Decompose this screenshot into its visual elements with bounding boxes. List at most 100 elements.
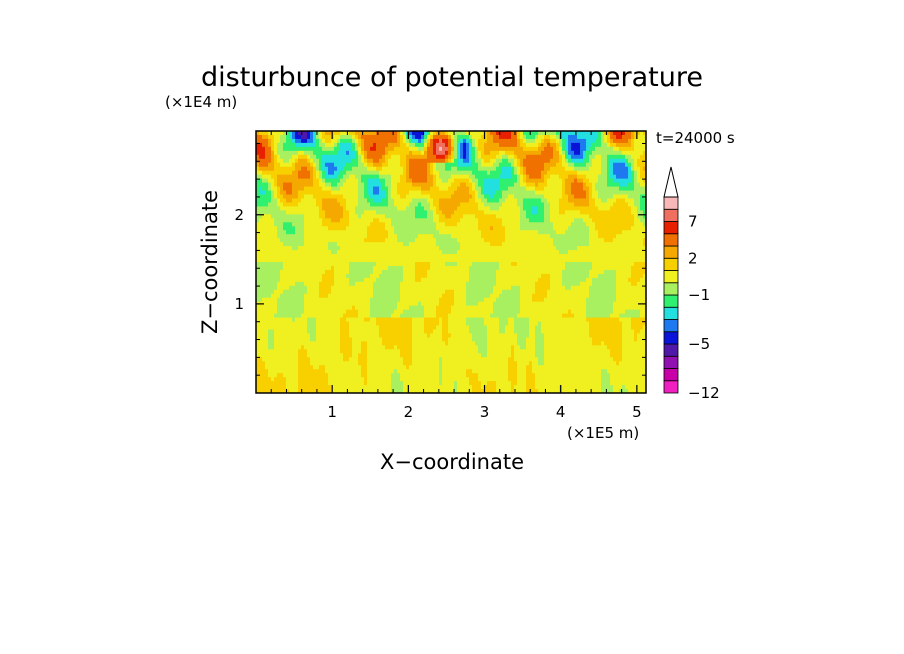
field-cell	[394, 258, 398, 263]
field-cell	[448, 182, 452, 188]
chart-title: disturbunce of potential temperature	[201, 62, 703, 93]
field-cell	[409, 162, 413, 168]
field-cell	[517, 150, 521, 156]
field-cell	[598, 258, 602, 263]
field-cell	[487, 222, 491, 227]
field-cell	[280, 150, 284, 156]
field-cell	[544, 186, 548, 192]
field-cell	[460, 146, 464, 152]
field-cell	[358, 182, 362, 188]
field-cell	[337, 131, 341, 136]
field-cell	[289, 281, 293, 287]
field-cell	[592, 142, 596, 148]
field-cell	[601, 258, 605, 263]
field-cell	[412, 154, 416, 160]
field-cell	[388, 269, 392, 275]
field-cell	[469, 162, 473, 168]
field-cell	[580, 234, 584, 239]
field-cell	[490, 230, 494, 235]
field-cell	[613, 206, 617, 211]
field-cell	[379, 226, 383, 231]
field-cell	[613, 242, 617, 247]
field-cell	[292, 254, 296, 259]
field-cell	[526, 265, 530, 271]
field-cell	[454, 131, 458, 136]
field-cell	[631, 242, 635, 247]
field-cell	[553, 269, 557, 275]
field-cell	[511, 269, 515, 275]
field-cell	[550, 182, 554, 188]
field-cell	[304, 222, 308, 227]
field-cell	[436, 134, 440, 140]
field-cell	[631, 190, 635, 196]
field-cell	[559, 194, 563, 200]
field-cell	[628, 277, 632, 283]
field-cell	[634, 174, 638, 180]
field-cell	[376, 198, 380, 204]
field-cell	[565, 178, 569, 184]
field-cell	[466, 265, 470, 271]
field-cell	[424, 218, 428, 223]
field-cell	[457, 230, 461, 235]
field-cell	[259, 258, 263, 263]
field-cell	[415, 154, 419, 160]
field-cell	[349, 134, 353, 140]
field-cell	[337, 242, 341, 247]
field-cell	[487, 158, 491, 164]
field-cell	[598, 250, 602, 255]
field-cell	[565, 170, 569, 176]
field-cell	[445, 269, 449, 275]
field-cell	[619, 134, 623, 140]
field-cell	[496, 131, 500, 136]
field-cell	[382, 186, 386, 192]
field-cell	[628, 222, 632, 227]
field-cell	[601, 190, 605, 196]
field-cell	[640, 258, 644, 263]
field-cell	[370, 182, 374, 188]
field-cell	[280, 234, 284, 239]
field-cell	[484, 206, 488, 211]
field-cell	[376, 226, 380, 231]
field-cell	[373, 242, 377, 247]
field-cell	[385, 238, 389, 243]
field-cell	[388, 170, 392, 176]
field-cell	[502, 166, 506, 172]
field-cell	[304, 254, 308, 259]
field-cell	[319, 262, 323, 267]
field-cell	[604, 182, 608, 188]
field-cell	[331, 154, 335, 160]
field-cell	[415, 258, 419, 263]
field-cell	[481, 131, 485, 136]
field-cell	[298, 265, 302, 271]
field-cell	[544, 178, 548, 184]
field-cell	[466, 174, 470, 180]
field-cell	[262, 254, 266, 259]
field-cell	[442, 214, 446, 219]
field-cell	[376, 281, 380, 287]
field-cell	[526, 138, 530, 144]
field-cell	[496, 277, 500, 283]
field-cell	[352, 142, 356, 148]
field-cell	[355, 222, 359, 227]
field-cell	[373, 162, 377, 168]
field-cell	[490, 242, 494, 247]
field-cell	[616, 186, 620, 192]
field-cell	[397, 210, 401, 215]
field-cell	[445, 222, 449, 227]
field-cell	[304, 206, 308, 211]
field-cell	[640, 214, 644, 219]
field-cell	[343, 202, 347, 208]
field-cell	[259, 178, 263, 184]
field-cell	[616, 174, 620, 180]
field-cell	[406, 246, 410, 251]
field-cell	[319, 150, 323, 156]
field-cell	[619, 138, 623, 144]
field-cell	[484, 234, 488, 239]
field-cell	[484, 273, 488, 279]
field-cell	[364, 158, 368, 164]
field-cell	[382, 202, 386, 208]
field-cell	[424, 182, 428, 188]
field-cell	[259, 226, 263, 231]
field-cell	[271, 262, 275, 267]
field-cell	[340, 166, 344, 172]
